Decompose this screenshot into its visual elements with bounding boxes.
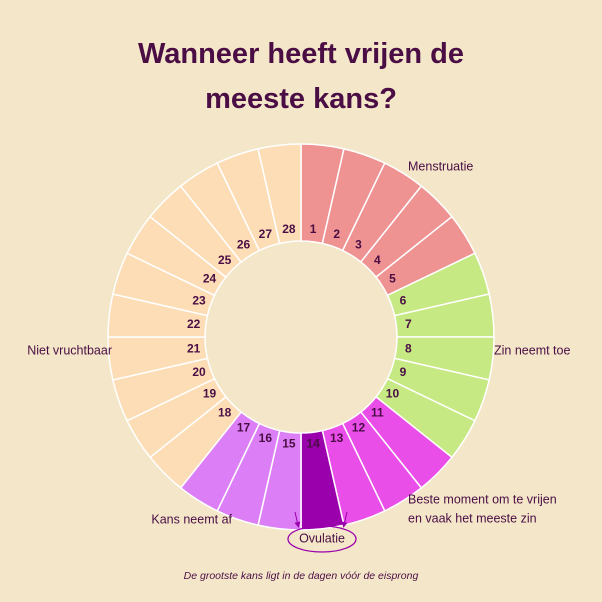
phase-label: Menstruatie [408, 159, 473, 173]
day-label: 20 [192, 365, 206, 379]
day-label: 19 [203, 387, 217, 401]
day-label: 5 [389, 272, 396, 286]
arrow [341, 511, 348, 528]
phase-label: Kans neemt af [151, 512, 232, 526]
day-label: 1 [310, 222, 317, 236]
day-label: 27 [259, 227, 273, 241]
day-label: 12 [352, 421, 366, 435]
day-label: 8 [405, 341, 412, 355]
day-label: 3 [355, 238, 362, 252]
title: Wanneer heeft vrijen de meeste kans? [138, 38, 464, 115]
phase-label: Ovulatie [299, 531, 345, 545]
day-label: 22 [187, 317, 201, 331]
day-label: 11 [371, 406, 384, 420]
phase-label: Beste moment om te vrijen [408, 492, 557, 506]
day-label: 2 [333, 227, 340, 241]
day-label: 28 [282, 222, 296, 236]
segment [257, 143, 302, 245]
day-label: 4 [374, 253, 381, 267]
day-label: 26 [237, 238, 251, 252]
arrow [294, 511, 301, 528]
day-label: 23 [192, 294, 206, 308]
day-label: 25 [218, 253, 232, 267]
segments [107, 143, 495, 531]
day-label: 14 [306, 436, 320, 450]
day-label: 16 [259, 431, 273, 445]
footnote: De grootste kans ligt in de dagen vóór d… [184, 570, 419, 582]
phase-label: en vaak het meeste zin [408, 511, 537, 525]
day-label: 21 [187, 341, 201, 355]
day-labels: 1 234567891011121314151617181920212223242… [187, 222, 412, 451]
day-label: 18 [218, 406, 232, 420]
day-label: 13 [330, 431, 344, 445]
day-label: 10 [386, 387, 400, 401]
phase-label: Niet vruchtbaar [27, 343, 112, 357]
day-label: 6 [400, 294, 407, 308]
day-label: 7 [405, 317, 412, 331]
phase-label: Zin neemt toe [494, 343, 570, 357]
day-label: 9 [400, 365, 407, 379]
day-label: 15 [282, 436, 296, 450]
day-label: 24 [203, 272, 217, 286]
day-label: 17 [237, 421, 251, 435]
ovulation-outline [287, 525, 357, 553]
